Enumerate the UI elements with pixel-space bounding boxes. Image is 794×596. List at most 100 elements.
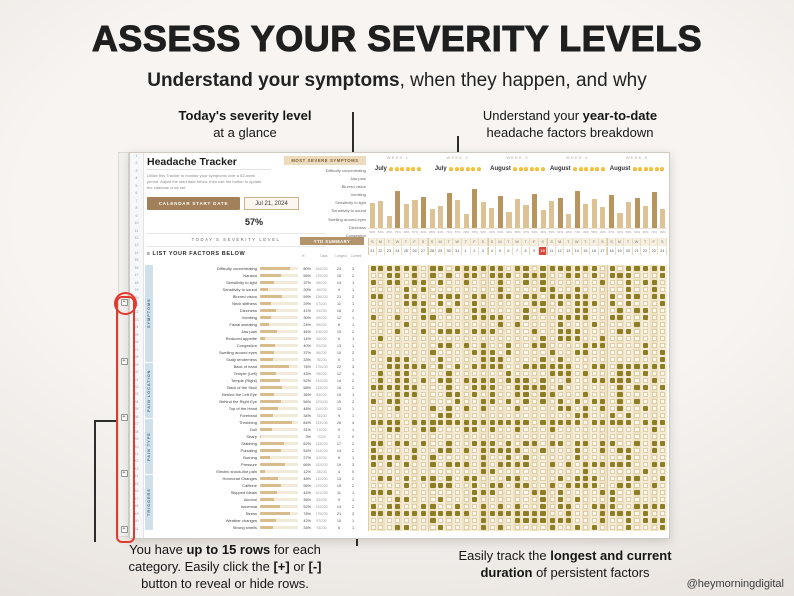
day-checkbox[interactable] xyxy=(376,328,386,335)
day-checkbox[interactable] xyxy=(658,489,667,496)
day-checkbox[interactable] xyxy=(641,335,650,342)
day-checkbox[interactable] xyxy=(461,503,471,510)
day-checkbox[interactable] xyxy=(538,328,548,335)
day-checkbox[interactable] xyxy=(385,468,394,475)
day-checkbox[interactable] xyxy=(581,419,591,426)
day-checkbox[interactable] xyxy=(444,419,454,426)
day-checkbox[interactable] xyxy=(632,468,642,475)
day-checkbox[interactable] xyxy=(461,475,471,482)
day-checkbox[interactable] xyxy=(385,342,394,349)
day-checkbox[interactable] xyxy=(632,412,642,419)
day-checkbox[interactable] xyxy=(461,496,471,503)
day-checkbox[interactable] xyxy=(573,468,582,475)
day-checkbox[interactable] xyxy=(453,321,462,328)
day-checkbox[interactable] xyxy=(470,482,480,489)
day-checkbox[interactable] xyxy=(641,328,650,335)
day-checkbox[interactable] xyxy=(393,517,403,524)
day-checkbox[interactable] xyxy=(436,412,445,419)
day-checkbox[interactable] xyxy=(624,272,633,279)
day-checkbox[interactable] xyxy=(376,279,386,286)
day-checkbox[interactable] xyxy=(564,433,574,440)
day-checkbox[interactable] xyxy=(615,440,625,447)
day-checkbox[interactable] xyxy=(573,384,582,391)
day-checkbox[interactable] xyxy=(607,286,616,293)
factor-name-cell[interactable]: Temple (Right) xyxy=(230,378,257,383)
day-checkbox[interactable] xyxy=(538,405,548,412)
day-checkbox[interactable] xyxy=(402,391,411,398)
day-checkbox[interactable] xyxy=(427,461,437,468)
day-checkbox[interactable] xyxy=(419,356,428,363)
day-checkbox[interactable] xyxy=(564,517,574,524)
day-checkbox[interactable] xyxy=(555,447,565,454)
day-checkbox[interactable] xyxy=(385,496,394,503)
day-checkbox[interactable] xyxy=(479,468,488,475)
day-checkbox[interactable] xyxy=(564,265,574,272)
day-checkbox[interactable] xyxy=(649,314,659,321)
day-checkbox[interactable] xyxy=(649,356,659,363)
day-checkbox[interactable] xyxy=(530,447,539,454)
day-checkbox[interactable] xyxy=(564,510,574,517)
day-checkbox[interactable] xyxy=(436,482,445,489)
day-checkbox[interactable] xyxy=(521,321,531,328)
day-checkbox[interactable] xyxy=(385,405,394,412)
day-checkbox[interactable] xyxy=(590,300,599,307)
day-checkbox[interactable] xyxy=(641,447,650,454)
day-checkbox[interactable] xyxy=(564,447,574,454)
day-checkbox[interactable] xyxy=(530,335,539,342)
day-checkbox[interactable] xyxy=(513,321,522,328)
day-checkbox[interactable] xyxy=(615,517,625,524)
day-checkbox[interactable] xyxy=(376,293,386,300)
day-checkbox[interactable] xyxy=(530,356,539,363)
day-checkbox[interactable] xyxy=(470,293,480,300)
day-checkbox[interactable] xyxy=(538,314,548,321)
day-checkbox[interactable] xyxy=(598,517,608,524)
day-checkbox[interactable] xyxy=(573,510,582,517)
day-checkbox[interactable] xyxy=(555,461,565,468)
day-checkbox[interactable] xyxy=(632,335,642,342)
day-checkbox[interactable] xyxy=(410,356,420,363)
day-checkbox[interactable] xyxy=(453,412,462,419)
day-checkbox[interactable] xyxy=(461,405,471,412)
day-checkbox[interactable] xyxy=(632,419,642,426)
day-checkbox[interactable] xyxy=(487,482,497,489)
day-checkbox[interactable] xyxy=(530,454,539,461)
day-checkbox[interactable] xyxy=(436,391,445,398)
day-checkbox[interactable] xyxy=(504,335,514,342)
day-checkbox[interactable] xyxy=(496,335,505,342)
start-date-field[interactable]: Jul 21, 2024 xyxy=(244,197,299,210)
day-checkbox[interactable] xyxy=(598,321,608,328)
factor-name-cell[interactable]: Forehead xyxy=(239,413,257,418)
day-checkbox[interactable] xyxy=(624,433,633,440)
day-checkbox[interactable] xyxy=(376,510,386,517)
day-checkbox[interactable] xyxy=(479,328,488,335)
day-checkbox[interactable] xyxy=(658,363,667,370)
day-checkbox[interactable] xyxy=(624,342,633,349)
day-checkbox[interactable] xyxy=(521,475,531,482)
day-checkbox[interactable] xyxy=(530,328,539,335)
day-checkbox[interactable] xyxy=(590,286,599,293)
day-checkbox[interactable] xyxy=(410,370,420,377)
day-checkbox[interactable] xyxy=(573,321,582,328)
day-checkbox[interactable] xyxy=(607,482,616,489)
day-checkbox[interactable] xyxy=(590,321,599,328)
day-checkbox[interactable] xyxy=(496,384,505,391)
day-checkbox[interactable] xyxy=(513,363,522,370)
day-checkbox[interactable] xyxy=(427,279,437,286)
day-checkbox[interactable] xyxy=(470,419,480,426)
day-checkbox[interactable] xyxy=(632,433,642,440)
day-checkbox[interactable] xyxy=(521,328,531,335)
day-checkbox[interactable] xyxy=(427,342,437,349)
day-checkbox[interactable] xyxy=(530,419,539,426)
day-checkbox[interactable] xyxy=(641,391,650,398)
day-checkbox[interactable] xyxy=(393,454,403,461)
day-checkbox[interactable] xyxy=(581,482,591,489)
day-checkbox[interactable] xyxy=(410,510,420,517)
day-checkbox[interactable] xyxy=(590,272,599,279)
day-checkbox[interactable] xyxy=(453,482,462,489)
day-checkbox[interactable] xyxy=(479,454,488,461)
day-checkbox[interactable] xyxy=(436,475,445,482)
day-checkbox[interactable] xyxy=(513,503,522,510)
day-checkbox[interactable] xyxy=(607,503,616,510)
day-checkbox[interactable] xyxy=(470,426,480,433)
factor-name-cell[interactable]: Jaw pain xyxy=(241,329,257,334)
